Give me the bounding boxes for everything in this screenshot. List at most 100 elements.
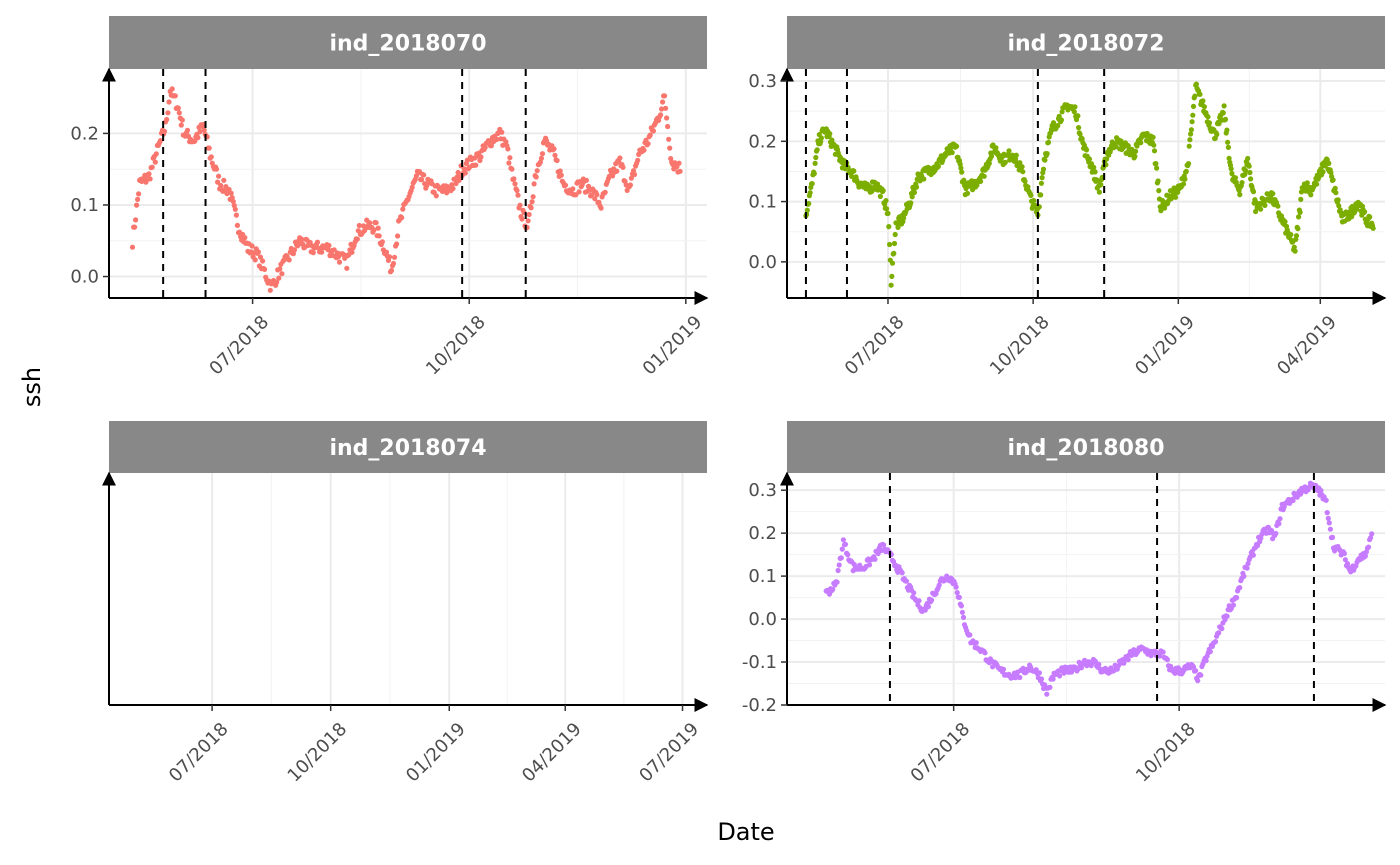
data-point bbox=[1058, 117, 1064, 123]
data-point bbox=[276, 275, 282, 281]
data-point bbox=[899, 570, 905, 576]
data-point bbox=[911, 590, 917, 596]
x-tick-label: 10/2018 bbox=[284, 719, 352, 787]
data-point bbox=[875, 550, 881, 557]
data-point bbox=[1047, 684, 1053, 691]
data-point bbox=[602, 189, 608, 195]
data-point bbox=[1314, 181, 1320, 187]
x-tick-label: 01/2019 bbox=[639, 312, 707, 380]
data-point bbox=[935, 163, 942, 169]
x-tick-label: 07/2018 bbox=[165, 719, 233, 787]
facet-panel-ind_2018074: ind_2018074 07/2018 10/2018 01/2019 04/2019 0… bbox=[102, 421, 709, 787]
y-tick-label: 0.2 bbox=[748, 523, 777, 544]
data-point bbox=[1291, 244, 1297, 250]
data-point bbox=[230, 198, 236, 205]
data-point bbox=[594, 192, 600, 198]
data-point bbox=[478, 154, 484, 160]
data-point bbox=[1205, 114, 1211, 120]
data-point bbox=[884, 206, 890, 212]
data-point bbox=[319, 249, 325, 255]
data-point bbox=[830, 586, 836, 593]
data-point bbox=[1229, 170, 1235, 177]
data-point bbox=[331, 247, 337, 253]
data-point bbox=[525, 218, 531, 224]
data-point bbox=[1326, 160, 1332, 166]
data-point bbox=[1362, 209, 1368, 215]
y-tick-label: 0.2 bbox=[70, 123, 99, 144]
data-point bbox=[658, 112, 664, 118]
data-point bbox=[635, 157, 641, 163]
data-point bbox=[539, 151, 546, 157]
data-point bbox=[506, 160, 512, 166]
data-point bbox=[1241, 573, 1247, 579]
data-point bbox=[172, 93, 178, 99]
data-point bbox=[558, 172, 564, 178]
data-point bbox=[383, 249, 390, 255]
data-point bbox=[677, 168, 683, 174]
data-point bbox=[433, 193, 439, 199]
data-point bbox=[1192, 93, 1198, 99]
data-point bbox=[1255, 542, 1261, 549]
data-point bbox=[659, 106, 665, 112]
data-point bbox=[1045, 139, 1052, 145]
data-point bbox=[232, 206, 238, 212]
data-point bbox=[1219, 626, 1225, 632]
data-point bbox=[631, 171, 638, 178]
y-tick-label: 0.1 bbox=[748, 192, 777, 213]
data-point bbox=[1059, 109, 1065, 115]
data-point bbox=[192, 138, 198, 144]
data-point bbox=[1151, 142, 1157, 148]
data-point bbox=[909, 194, 915, 200]
data-point bbox=[1242, 171, 1248, 177]
data-point bbox=[949, 149, 955, 156]
data-point bbox=[1250, 552, 1256, 558]
data-point bbox=[1076, 125, 1082, 131]
data-point bbox=[1226, 155, 1232, 161]
facet-strip bbox=[109, 16, 707, 69]
data-point bbox=[129, 244, 136, 250]
data-point bbox=[1216, 630, 1222, 636]
data-point bbox=[1151, 148, 1158, 154]
data-point bbox=[627, 182, 634, 188]
data-point bbox=[1207, 649, 1213, 655]
data-point bbox=[1354, 206, 1360, 212]
data-point bbox=[960, 614, 967, 621]
data-points bbox=[803, 81, 1376, 288]
data-point bbox=[913, 184, 920, 190]
data-point bbox=[277, 266, 283, 272]
data-point bbox=[1324, 509, 1330, 516]
data-point bbox=[473, 162, 479, 168]
data-point bbox=[1038, 676, 1045, 682]
data-point bbox=[956, 594, 962, 601]
data-point bbox=[1220, 110, 1226, 116]
data-point bbox=[827, 131, 833, 137]
data-point bbox=[299, 236, 305, 242]
data-point bbox=[1185, 161, 1192, 167]
data-point bbox=[1250, 189, 1257, 195]
data-point bbox=[395, 233, 401, 239]
data-point bbox=[1188, 131, 1194, 137]
data-point bbox=[839, 546, 845, 552]
data-point bbox=[529, 199, 535, 205]
data-point bbox=[851, 168, 857, 174]
data-points bbox=[129, 86, 683, 293]
data-point bbox=[1193, 81, 1199, 87]
data-point bbox=[519, 216, 525, 222]
data-point bbox=[1212, 639, 1219, 645]
data-point bbox=[1243, 167, 1249, 174]
data-point bbox=[958, 165, 964, 171]
x-axis-title: Date bbox=[717, 818, 774, 846]
data-point bbox=[557, 168, 563, 174]
data-point bbox=[1002, 159, 1008, 165]
data-point bbox=[133, 217, 139, 223]
facet-panel-ind_2018070: ind_2018070 07/2018 10/2018 01/2019 0.0 0.1 0.… bbox=[70, 16, 709, 380]
data-point bbox=[954, 143, 960, 149]
data-point bbox=[1020, 169, 1026, 175]
y-tick-label: 0.3 bbox=[748, 480, 777, 501]
data-point bbox=[494, 136, 500, 142]
facet-strip-label: ind_2018074 bbox=[329, 436, 486, 461]
y-tick-label: 0.0 bbox=[748, 252, 777, 273]
data-point bbox=[344, 265, 350, 271]
data-point bbox=[394, 241, 400, 247]
data-point bbox=[528, 205, 534, 211]
